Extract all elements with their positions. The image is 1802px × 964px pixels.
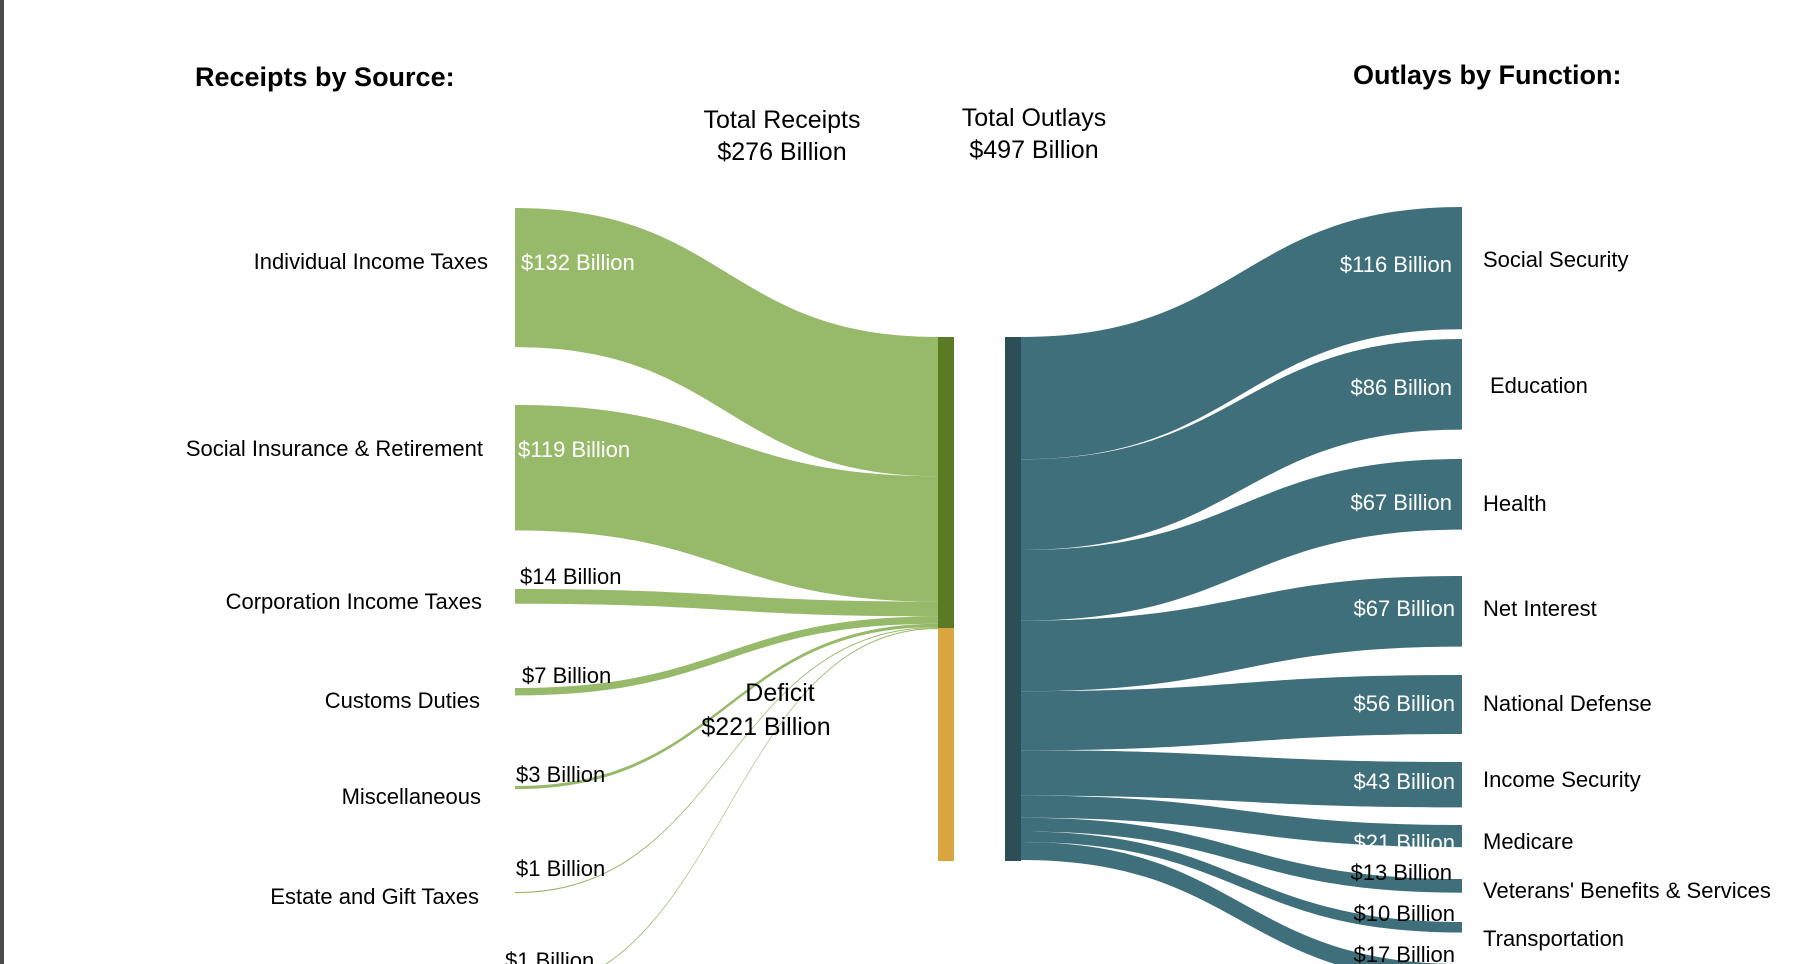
total-outlays-value: $497 Billion bbox=[969, 136, 1098, 164]
receipt-label-individual-income-taxes: Individual Income Taxes bbox=[254, 249, 488, 274]
receipt-value-estate-and-gift-taxes: $1 Billion bbox=[516, 856, 605, 881]
receipt-label-corporation-income-taxes: Corporation Income Taxes bbox=[226, 589, 482, 614]
receipt-value-customs-duties: $7 Billion bbox=[522, 663, 611, 688]
deficit-value: $221 Billion bbox=[701, 713, 830, 741]
outlay-value-medicare: $21 Billion bbox=[1353, 830, 1455, 855]
receipt-flow-social-insurance-retirement bbox=[515, 405, 938, 602]
deficit-label: Deficit bbox=[745, 679, 815, 707]
window-edge bbox=[0, 0, 4, 964]
outlay-label-health: Health bbox=[1483, 491, 1547, 516]
center-bars bbox=[938, 337, 1021, 861]
outlay-label-national-defense: National Defense bbox=[1483, 691, 1652, 716]
outlay-label-medicare: Medicare bbox=[1483, 829, 1573, 854]
receipt-value-miscellaneous: $3 Billion bbox=[516, 762, 605, 787]
outlay-flow-income-security bbox=[1021, 750, 1462, 808]
receipt-label-estate-and-gift-taxes: Estate and Gift Taxes bbox=[270, 884, 479, 909]
total-outlays-bar bbox=[1005, 337, 1021, 861]
receipt-value-social-insurance-retirement: $119 Billion bbox=[518, 437, 630, 462]
outlay-flow-national-defense bbox=[1021, 675, 1462, 751]
outlay-flow-social-security bbox=[1021, 207, 1462, 460]
outlay-label-veterans-benefits-services: Veterans' Benefits & Services bbox=[1483, 878, 1771, 903]
receipt-flow-corporation-income-taxes bbox=[515, 589, 938, 617]
deficit-bar bbox=[938, 627, 954, 861]
total-receipts-bar bbox=[938, 337, 954, 628]
outlays-title: Outlays by Function: bbox=[1353, 60, 1622, 90]
flows bbox=[515, 207, 1462, 964]
total-outlays-label: Total Outlays bbox=[962, 104, 1107, 132]
outlay-flow-medicare bbox=[1021, 795, 1462, 848]
receipt-flow-individual-income-taxes bbox=[515, 208, 938, 477]
receipt-flow-estate-and-gift-taxes bbox=[515, 626, 938, 894]
outlay-value-social-security: $116 Billion bbox=[1340, 252, 1452, 277]
outlay-value-net-interest: $67 Billion bbox=[1353, 596, 1455, 621]
outlay-label-transportation: Transportation bbox=[1483, 926, 1624, 951]
outlay-flow-other bbox=[1021, 842, 1462, 964]
outlay-label-net-interest: Net Interest bbox=[1483, 596, 1597, 621]
outlay-value-national-defense: $56 Billion bbox=[1353, 691, 1455, 716]
outlay-value-education: $86 Billion bbox=[1350, 375, 1452, 400]
outlay-flow-net-interest bbox=[1021, 576, 1462, 692]
receipt-flow-miscellaneous bbox=[515, 623, 938, 790]
outlay-value-other: $17 Billion bbox=[1353, 942, 1455, 964]
outlay-flow-education bbox=[1021, 339, 1462, 550]
labels: Receipts by Source: Outlays by Function:… bbox=[186, 60, 1771, 964]
outlay-flow-transportation bbox=[1021, 831, 1462, 933]
total-receipts-label: Total Receipts bbox=[703, 106, 860, 134]
outlay-value-income-security: $43 Billion bbox=[1353, 769, 1455, 794]
receipt-label-social-insurance-retirement: Social Insurance & Retirement bbox=[186, 436, 483, 461]
outlay-label-education: Education bbox=[1490, 373, 1588, 398]
receipt-label-customs-duties: Customs Duties bbox=[325, 688, 480, 713]
total-receipts-value: $276 Billion bbox=[717, 138, 846, 166]
outlay-value-transportation: $10 Billion bbox=[1353, 901, 1455, 926]
outlay-flow-health bbox=[1021, 459, 1462, 621]
outlay-label-income-security: Income Security bbox=[1483, 767, 1641, 792]
outlay-value-veterans-benefits-services: $13 Billion bbox=[1350, 860, 1452, 885]
receipt-value-individual-income-taxes: $132 Billion bbox=[521, 250, 635, 275]
outlay-value-health: $67 Billion bbox=[1350, 490, 1452, 515]
receipts-title: Receipts by Source: bbox=[195, 62, 455, 92]
receipt-value-excise-taxes: $1 Billion bbox=[505, 948, 594, 964]
outlay-label-social-security: Social Security bbox=[1483, 247, 1629, 272]
receipt-label-miscellaneous: Miscellaneous bbox=[342, 784, 481, 809]
outlay-flow-veterans-benefits-services bbox=[1021, 817, 1462, 893]
receipt-value-corporation-income-taxes: $14 Billion bbox=[520, 564, 622, 589]
receipt-flow-customs-duties bbox=[515, 616, 938, 696]
